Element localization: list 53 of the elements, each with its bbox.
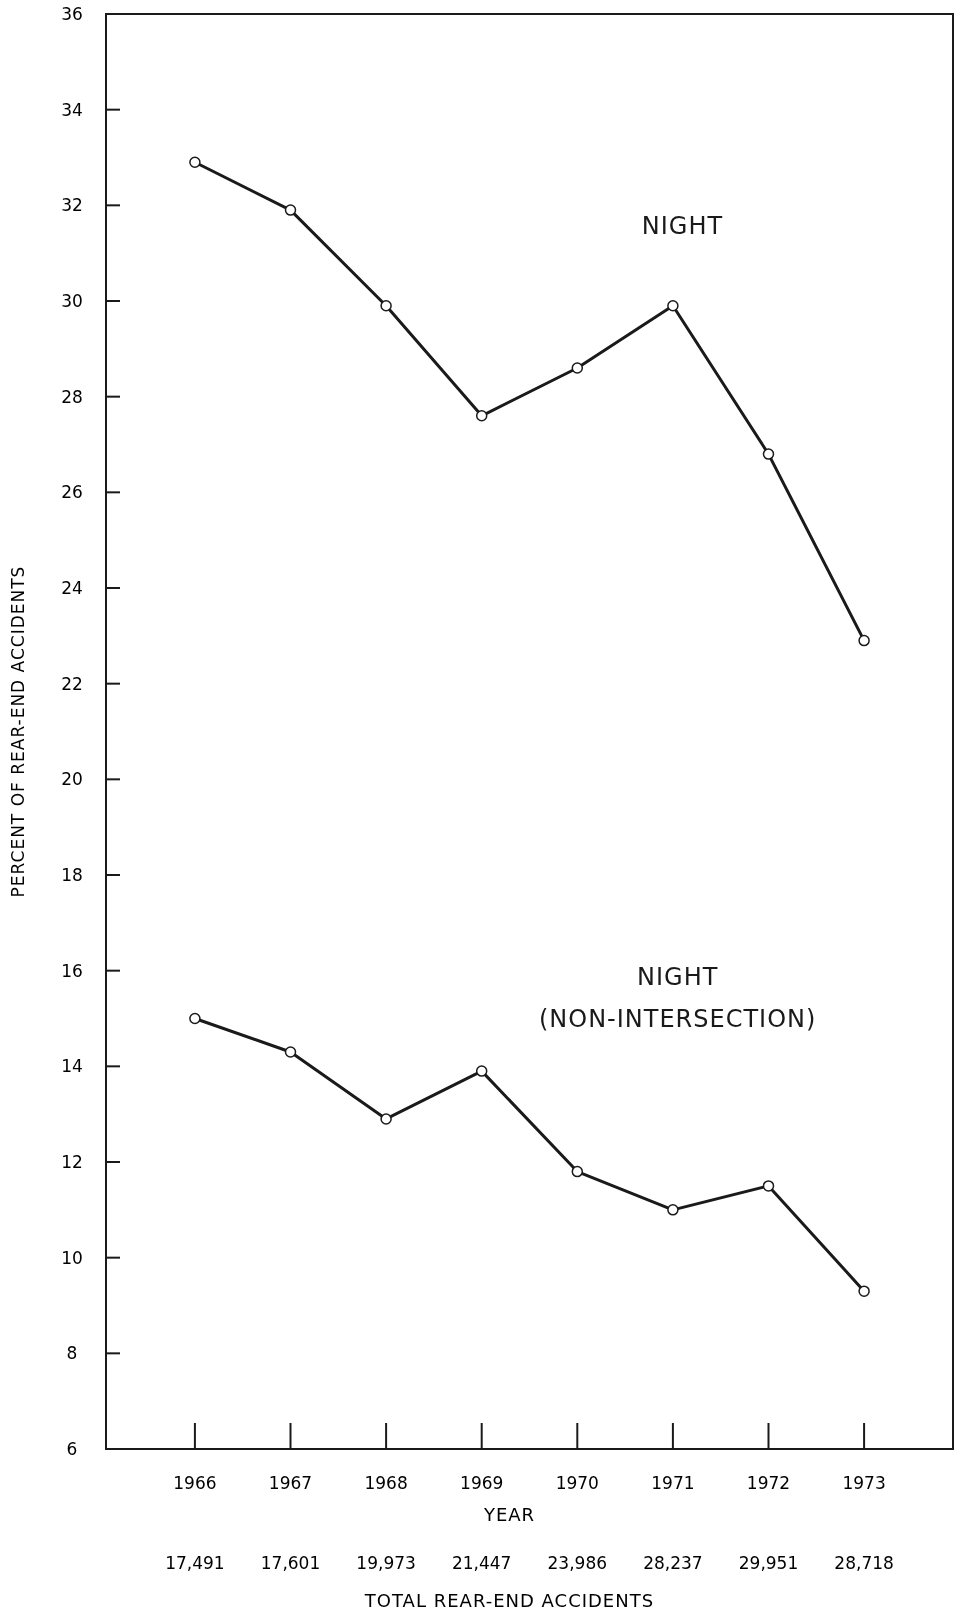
point <box>380 300 392 312</box>
y-tick-label: 8 <box>66 1343 78 1364</box>
y-tick-label: 36 <box>61 3 83 24</box>
y-tick-label: 28 <box>61 386 83 407</box>
x-tick-label: 1967 <box>268 1473 313 1493</box>
point <box>858 634 870 647</box>
x-tick-label: 1968 <box>364 1473 408 1493</box>
point <box>762 448 775 460</box>
y-tick-label: 18 <box>61 864 83 885</box>
y-tick-label: 10 <box>61 1247 83 1268</box>
x-tick-label: 1971 <box>651 1473 695 1493</box>
point <box>858 1285 870 1297</box>
y-tick-label: 12 <box>61 1151 83 1172</box>
y-tick-label: 22 <box>61 673 83 694</box>
point <box>475 410 488 422</box>
text: 23,986 <box>547 1553 608 1573</box>
x-axis-title: YEAR <box>482 1504 536 1525</box>
y-tick-label: 24 <box>61 577 83 598</box>
x-tick-label: 1973 <box>842 1473 886 1493</box>
point <box>189 156 201 169</box>
text: 19,973 <box>356 1553 416 1573</box>
point <box>571 1165 584 1178</box>
text: 21,447 <box>451 1553 512 1573</box>
text: 17,601 <box>260 1553 321 1573</box>
point <box>762 1180 775 1192</box>
x-tick-label: 1972 <box>746 1473 791 1493</box>
point <box>667 300 679 312</box>
point <box>667 1204 679 1216</box>
y-tick-label: 26 <box>61 482 83 503</box>
text: NIGHT (NON-INTERSECTION) <box>538 963 817 1034</box>
x-tick-label: 1966 <box>173 1473 217 1493</box>
y-tick-label: 30 <box>61 290 83 311</box>
point <box>189 1012 201 1025</box>
y-tick-label: 32 <box>61 195 83 216</box>
text: 28,718 <box>834 1553 894 1573</box>
text: 29,951 <box>738 1553 799 1573</box>
text: NIGHT <box>641 212 724 241</box>
y-tick-label: 20 <box>61 769 83 790</box>
y-axis-title: PERCENT OF REAR-END ACCIDENTS <box>8 565 28 898</box>
y-tick-label: 6 <box>66 1438 78 1459</box>
y-tick-label: 14 <box>61 1056 83 1077</box>
text: 17,491 <box>165 1553 225 1573</box>
x-tick-label: 1969 <box>460 1473 504 1493</box>
text: TOTAL REAR-END ACCIDENTS <box>363 1590 655 1611</box>
point <box>380 1113 392 1125</box>
point <box>571 362 584 374</box>
text: 28,237 <box>643 1553 703 1573</box>
point <box>284 204 297 216</box>
point <box>284 1046 297 1058</box>
point <box>475 1065 488 1077</box>
y-tick-label: 16 <box>61 960 83 981</box>
x-tick-label: 1970 <box>555 1473 599 1493</box>
y-tick-label: 34 <box>61 99 83 120</box>
